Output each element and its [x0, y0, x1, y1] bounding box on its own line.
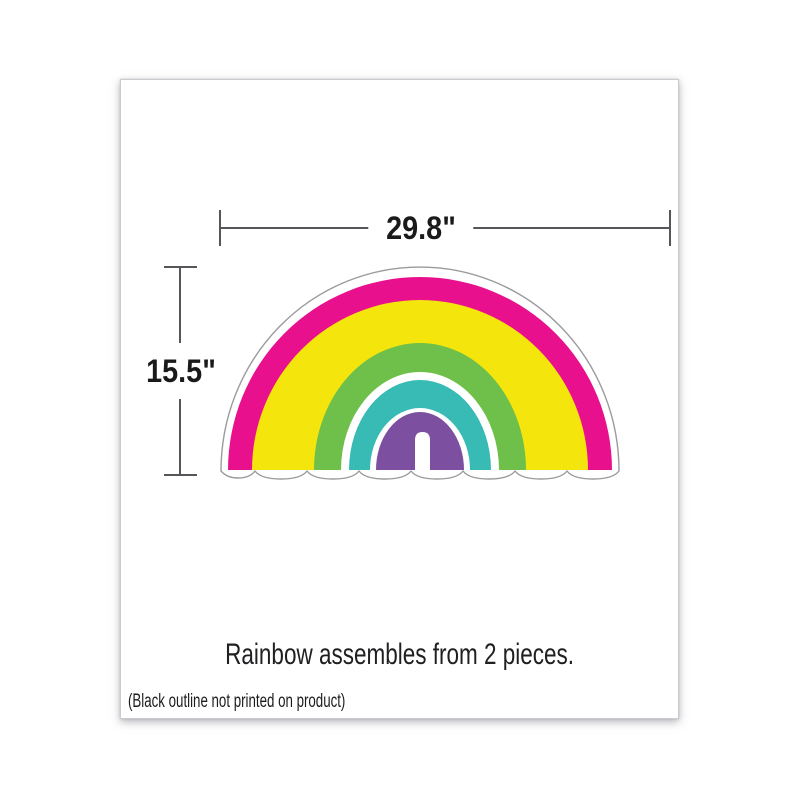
- height-dimension-label: 15.5": [140, 343, 222, 399]
- rainbow-illustration: [220, 266, 620, 480]
- width-dimension-tick-left: [219, 210, 221, 246]
- caption: Rainbow assembles from 2 pieces.: [120, 639, 679, 671]
- height-dimension-value: 15.5": [146, 353, 216, 389]
- height-dimension-tick-bottom: [164, 474, 197, 476]
- footnote: (Black outline not printed on product): [128, 691, 439, 712]
- width-dimension-label: 29.8": [368, 210, 474, 246]
- footnote-text: (Black outline not printed on product): [128, 691, 346, 712]
- rainbow-arch-notch: [415, 432, 430, 470]
- width-dimension-value: 29.8": [386, 210, 456, 246]
- height-dimension-tick-top: [164, 266, 197, 268]
- caption-text: Rainbow assembles from 2 pieces.: [225, 638, 574, 671]
- width-dimension-tick-right: [669, 210, 671, 246]
